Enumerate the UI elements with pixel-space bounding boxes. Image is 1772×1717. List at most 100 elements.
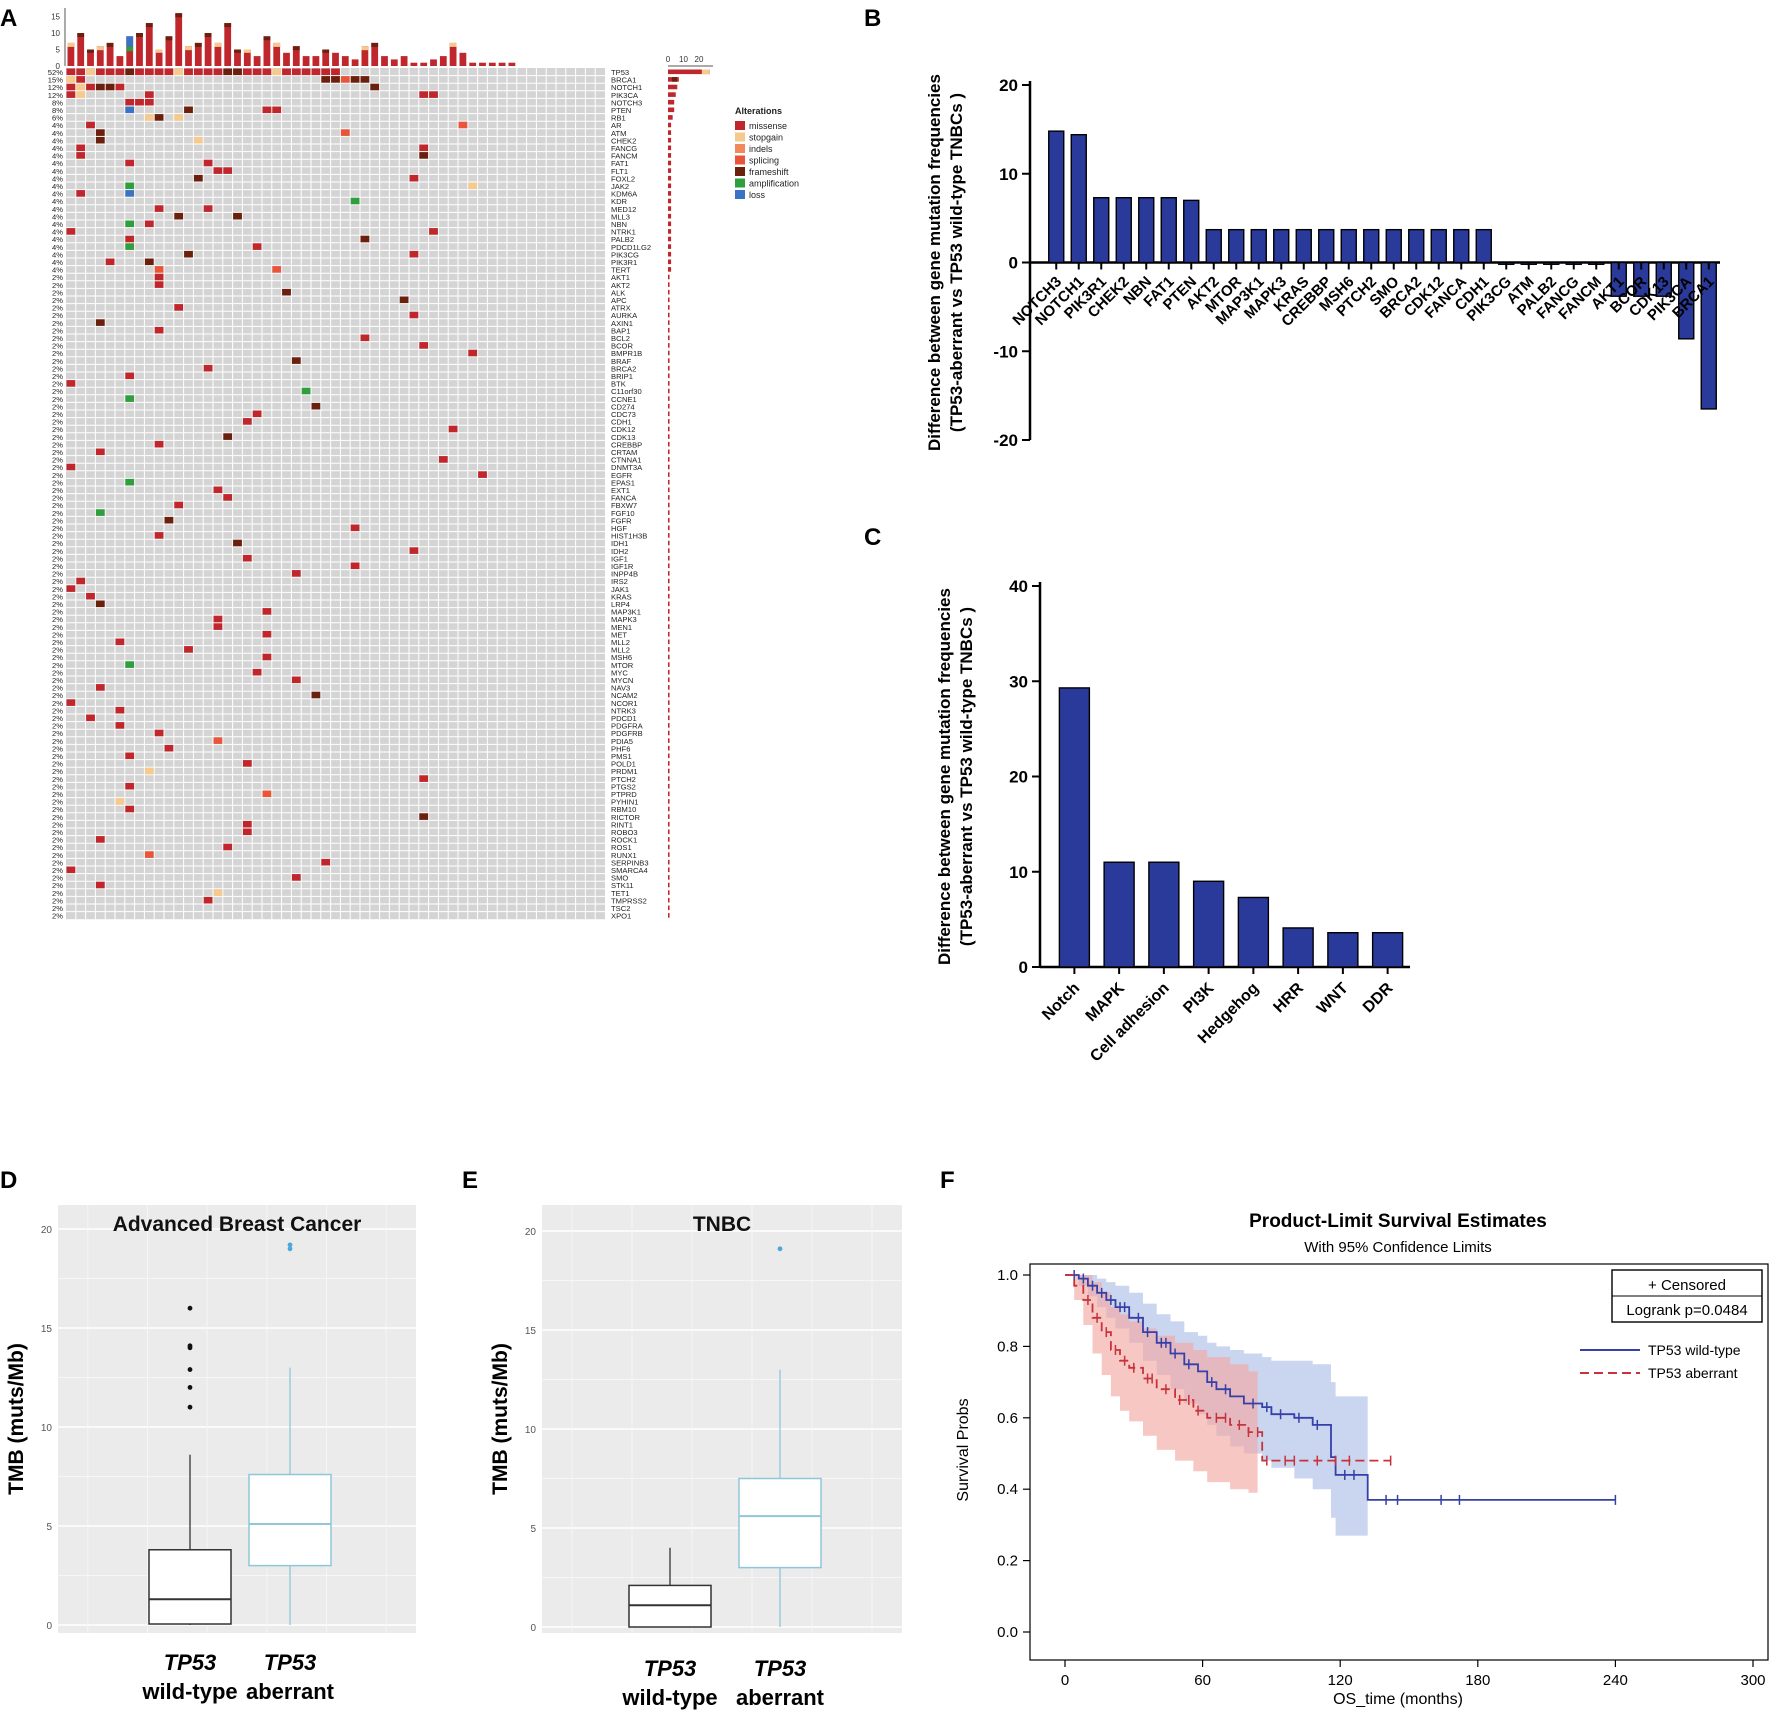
panel-b-bar-chart: -20-1001020NOTCH3NOTCH1PIK3R1CHEK2NBNFAT… [925, 74, 1720, 451]
alteration-cell-frameshift [399, 296, 409, 304]
top-count-bar-segment [263, 36, 271, 41]
top-count-bar [204, 33, 212, 66]
alteration-cell-missense [282, 68, 291, 76]
gene-percent: 2% [52, 668, 63, 677]
bar [1093, 197, 1110, 264]
gene-name: FANCM [611, 152, 638, 161]
gene-frequency-bar [668, 829, 670, 835]
gene-percent: 2% [52, 881, 63, 890]
gene-name: CRTAM [611, 448, 637, 457]
gene-name: PTEN [611, 106, 631, 115]
alteration-cell-missense [125, 159, 135, 167]
gene-name: FLT1 [611, 167, 628, 176]
alteration-cell-missense [468, 349, 478, 357]
top-count-bar-segment [204, 33, 212, 37]
gene-frequency-bar [668, 175, 672, 181]
gene-name: AXIN1 [611, 319, 633, 328]
alteration-cell-missense [66, 83, 76, 91]
alteration-cell-missense [125, 98, 135, 106]
alteration-cell-stopgain [174, 68, 184, 76]
gene-percent: 2% [52, 395, 63, 404]
gene-frequency-bar [668, 396, 670, 401]
gene-percent: 4% [52, 190, 63, 199]
gene-frequency-bar [668, 244, 672, 249]
gene-percent: 2% [52, 539, 63, 548]
alteration-cell-amplification [125, 220, 135, 228]
gene-name: PIK3CA [611, 91, 639, 100]
gene-frequency-bar [668, 115, 673, 120]
gene-frequency-bar [668, 730, 670, 736]
bar [1295, 228, 1312, 264]
top-count-bar-segment [155, 49, 163, 53]
alteration-cell-frameshift [125, 68, 135, 76]
gene-name: HGF [611, 524, 627, 533]
gene-frequency-bar [668, 799, 670, 804]
gene-name: PDGFRA [611, 722, 644, 731]
gene-frequency-bar [668, 99, 675, 105]
gene-frequency-bar [668, 639, 670, 645]
alteration-cell-missense [86, 592, 95, 600]
gene-name: DNMT3A [611, 463, 643, 472]
gene-frequency-bar [668, 859, 670, 865]
gene-name: POLD1 [611, 760, 636, 769]
gene-frequency-bar [668, 335, 670, 341]
gene-name: PIK3R1 [611, 258, 637, 267]
outlier-point [287, 1246, 293, 1252]
alteration-cell-missense [331, 68, 340, 76]
alteration-cell-missense [419, 91, 429, 98]
gene-frequency-bar [668, 145, 672, 151]
gene-name: JAK2 [611, 182, 629, 191]
alteration-cell-missense [184, 646, 193, 653]
top-count-bar [116, 56, 124, 66]
alteration-cell-missense [242, 760, 252, 767]
gene-frequency-bar [668, 479, 670, 485]
gene-frequency-bar [668, 913, 670, 918]
gene-frequency-bar [668, 305, 670, 310]
gene-percent: 2% [52, 281, 63, 290]
top-count-bar-segment [234, 49, 241, 53]
gene-frequency-bar [668, 563, 670, 569]
group-label-status: aberrant [246, 1679, 335, 1704]
bar [1103, 861, 1135, 968]
y-tick-label: 10 [999, 165, 1018, 184]
gene-name: FAT1 [611, 159, 629, 168]
gene-percent: 4% [52, 235, 63, 244]
gene-name: BCOR [611, 342, 633, 351]
gene-percent: 2% [52, 843, 63, 852]
gene-name: NAV3 [611, 684, 630, 693]
gene-name: FANCG [611, 144, 637, 153]
top-count-bar-segment [273, 42, 281, 47]
alteration-cell-frameshift [184, 250, 193, 258]
panel-label-d: D [0, 1167, 17, 1194]
gene-name: C11orf30 [611, 387, 642, 396]
x-tick-label: 180 [1465, 1672, 1490, 1689]
alteration-cell-missense [115, 68, 125, 76]
bar [1048, 130, 1065, 264]
top-count-bar-segment [292, 46, 300, 51]
gene-percent: 2% [52, 760, 63, 769]
alteration-cell-amplification [125, 243, 135, 250]
gene-frequency-bar [668, 419, 670, 424]
legend-censored: + Censored [1648, 1277, 1726, 1294]
bar [1070, 133, 1087, 264]
gene-name: IGF1R [611, 562, 634, 571]
alteration-cell-missense [203, 896, 213, 904]
x-category-label: DDR [1360, 979, 1397, 1016]
y-axis-title: TMB (muts/Mb) [5, 1343, 28, 1495]
gene-percent: 4% [52, 243, 63, 252]
alteration-cell-amplification [125, 478, 135, 486]
gene-name: PTCH2 [611, 775, 636, 784]
gene-name: FGFR [611, 516, 632, 525]
gene-percent: 6% [52, 114, 63, 123]
legend-title: Alterations [735, 106, 782, 116]
gene-name: MLL3 [611, 212, 630, 221]
gene-name: IDH1 [611, 539, 628, 548]
gene-name: LRP4 [611, 600, 630, 609]
alteration-cell-stopgain [115, 798, 125, 805]
alteration-cell-missense [448, 425, 458, 433]
alteration-cell-frameshift [370, 83, 380, 91]
alteration-cell-missense [86, 714, 95, 722]
alteration-cell-frameshift [95, 319, 105, 326]
alteration-cell-missense [144, 91, 154, 98]
